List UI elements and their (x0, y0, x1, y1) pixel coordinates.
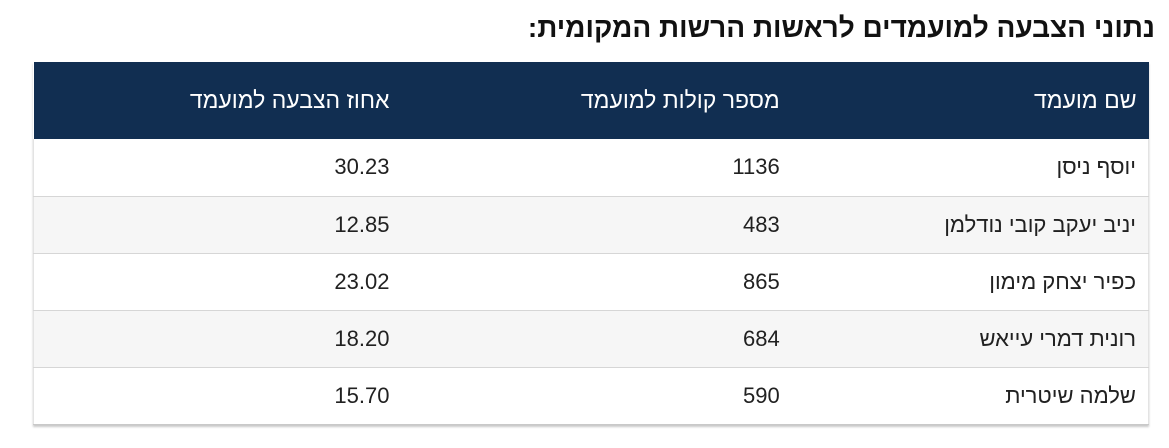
cell-candidate-name: רונית דמרי עייאש (791, 309, 1149, 367)
table-row: יניב יעקב קובי נודלמן 483 12.85 (33, 195, 1149, 253)
cell-percent: 12.85 (33, 195, 402, 253)
column-header-candidate-name: שם מועמד (791, 62, 1149, 139)
cell-percent: 23.02 (33, 252, 402, 310)
page-title: נתוני הצבעה למועמדים לראשות הרשות המקומי… (527, 12, 1155, 43)
results-table-container: שם מועמד מספר קולות למועמד אחוז הצבעה למ… (33, 62, 1149, 425)
table-row: כפיר יצחק מימון 865 23.02 (33, 252, 1149, 310)
page: נתוני הצבעה למועמדים לראשות הרשות המקומי… (33, 12, 1155, 425)
cell-votes: 590 (401, 366, 792, 425)
table-header-row: שם מועמד מספר קולות למועמד אחוז הצבעה למ… (33, 62, 1149, 139)
table-body: יוסף ניסן 1136 30.23 יניב יעקב קובי נודל… (33, 139, 1149, 425)
table-row: רונית דמרי עייאש 684 18.20 (33, 309, 1149, 367)
cell-percent: 30.23 (33, 139, 402, 196)
cell-votes: 1136 (401, 139, 792, 196)
table-header: שם מועמד מספר קולות למועמד אחוז הצבעה למ… (33, 62, 1149, 139)
cell-votes: 483 (401, 195, 792, 253)
table-row: יוסף ניסן 1136 30.23 (33, 139, 1149, 196)
cell-candidate-name: שלמה שיטרית (791, 366, 1149, 425)
table-row: שלמה שיטרית 590 15.70 (33, 366, 1149, 425)
cell-votes: 684 (401, 309, 792, 367)
cell-percent: 18.20 (33, 309, 402, 367)
cell-votes: 865 (401, 252, 792, 310)
cell-candidate-name: כפיר יצחק מימון (791, 252, 1149, 310)
cell-candidate-name: יניב יעקב קובי נודלמן (791, 195, 1149, 253)
column-header-percent: אחוז הצבעה למועמד (33, 62, 402, 139)
column-header-votes: מספר קולות למועמד (401, 62, 792, 139)
cell-candidate-name: יוסף ניסן (791, 139, 1149, 196)
cell-percent: 15.70 (33, 366, 402, 425)
candidates-results-table: שם מועמד מספר קולות למועמד אחוז הצבעה למ… (33, 62, 1149, 425)
